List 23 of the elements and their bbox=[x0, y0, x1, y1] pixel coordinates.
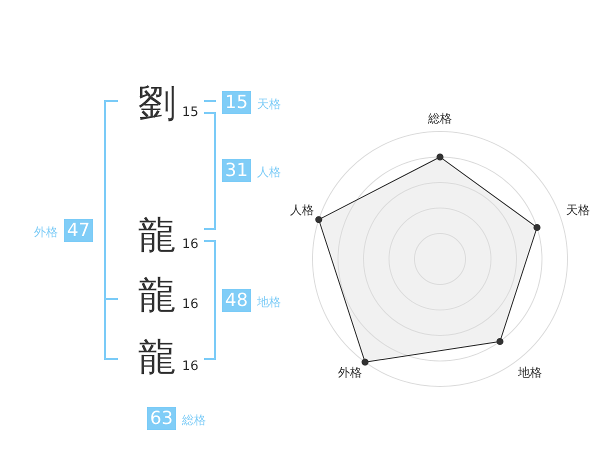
data-label: 16 bbox=[182, 359, 199, 374]
text: 15 bbox=[222, 91, 251, 114]
category-label: 劉 bbox=[138, 81, 176, 125]
text: 31 bbox=[222, 159, 251, 182]
data-label: 15 bbox=[182, 105, 199, 120]
text: 人格 bbox=[256, 165, 281, 179]
category-label: 龍 bbox=[138, 213, 176, 257]
text: 総格 bbox=[182, 413, 206, 427]
spoke-label: 天格 bbox=[566, 202, 590, 217]
category-label: 龍 bbox=[138, 273, 176, 317]
spoke-label: 総格 bbox=[427, 111, 452, 126]
spoke-label: 人格 bbox=[290, 202, 314, 217]
text: 48 bbox=[222, 289, 251, 312]
data-label: 16 bbox=[182, 237, 199, 252]
category-label: 龍 bbox=[138, 335, 176, 379]
text: 天格 bbox=[256, 97, 281, 111]
text: 47 bbox=[64, 219, 93, 242]
text: 63 bbox=[147, 407, 176, 430]
text: 外格 bbox=[34, 225, 58, 239]
text: 地格 bbox=[256, 295, 281, 309]
spoke-label: 地格 bbox=[516, 366, 542, 380]
data-label: 16 bbox=[182, 297, 199, 312]
spoke-label: 外格 bbox=[338, 366, 362, 380]
